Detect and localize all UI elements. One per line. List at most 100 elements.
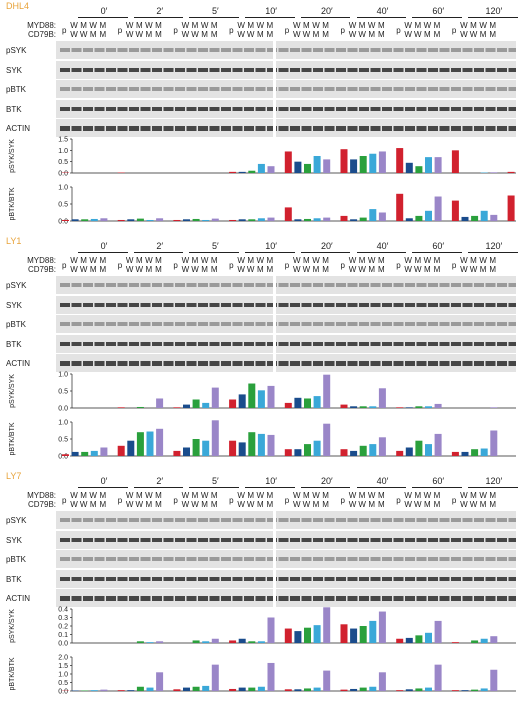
genotype-cd79b: W <box>302 500 311 509</box>
bar <box>350 628 358 643</box>
blot-band <box>163 341 174 346</box>
blot-band <box>347 557 358 561</box>
bar <box>192 399 200 408</box>
bar <box>211 420 219 456</box>
blot-band <box>347 322 358 326</box>
bar <box>117 445 125 456</box>
cd79b-label: CD79B: <box>27 500 56 509</box>
blot-band <box>301 361 312 366</box>
bar <box>257 641 265 643</box>
y-tick-label: 0.5 <box>58 680 68 687</box>
quantification-chart: pSYK/SYK 0.0 0.5 1.0 <box>0 370 520 414</box>
blot-band <box>405 283 415 287</box>
bar <box>257 433 265 456</box>
time-bracket <box>245 487 295 488</box>
blot-band <box>221 596 231 601</box>
blot-band <box>324 87 335 91</box>
blot-band <box>370 596 381 601</box>
genotype-myd88: M <box>99 491 107 500</box>
genotype-myd88: M <box>155 21 162 30</box>
bar <box>359 445 367 456</box>
blot-bands <box>60 126 516 131</box>
genotype-myd88: W <box>479 256 487 265</box>
bar <box>451 200 459 221</box>
genotype-myd88: M <box>210 491 218 500</box>
bar-chart-svg: pSYK/SYK 0.0 0.5 1.0 1.5 <box>9 137 516 178</box>
blot-band <box>370 557 381 561</box>
blot-band <box>508 283 516 287</box>
blot-band <box>336 576 346 581</box>
blot-band <box>336 361 346 366</box>
blot-label: ACTIN <box>6 594 30 603</box>
blot-band <box>221 341 231 346</box>
bar <box>284 402 292 408</box>
bar <box>71 451 79 456</box>
bar <box>238 442 246 456</box>
bar <box>211 638 219 643</box>
blot-band <box>198 126 208 131</box>
blot-band <box>451 48 461 52</box>
bar <box>323 159 331 173</box>
bar <box>173 450 181 456</box>
blot-band <box>508 87 516 91</box>
blot-band <box>485 557 496 561</box>
blot-band <box>278 361 289 366</box>
blot-band <box>163 87 174 91</box>
bar <box>323 374 331 408</box>
blot-band <box>83 341 93 346</box>
blot-band <box>347 596 358 601</box>
genotype-myd88: M <box>266 256 274 265</box>
blot-band <box>186 48 197 52</box>
blot-band <box>278 557 289 561</box>
blot-band <box>129 126 139 131</box>
blot-band <box>359 87 369 91</box>
bar <box>284 449 292 456</box>
genotype-cd79b: M <box>424 500 431 509</box>
blot-label: ACTIN <box>6 124 30 133</box>
blot-band <box>163 302 174 307</box>
blot-band <box>255 67 266 72</box>
blot-band <box>60 87 70 91</box>
genotype-cd79b: M <box>424 30 431 39</box>
blot-band <box>359 322 369 326</box>
genotype-cd79b: W <box>191 500 199 509</box>
bar <box>294 449 302 456</box>
bar <box>480 638 488 643</box>
blot-band <box>370 341 381 346</box>
blot-band <box>324 67 335 72</box>
blot-band <box>347 283 358 287</box>
blot-band <box>485 518 496 522</box>
blot-band <box>347 67 358 72</box>
y-tick-label: 1.0 <box>58 185 68 192</box>
y-tick-label: 1.0 <box>58 672 68 679</box>
genotype-cd79b: W <box>246 500 255 509</box>
genotype-myd88: M <box>470 491 477 500</box>
blot-band <box>370 302 381 307</box>
bar <box>192 218 200 221</box>
blot-band <box>94 302 105 307</box>
genotype-cd79b: M <box>266 265 274 274</box>
genotype-myd88: W <box>404 491 412 500</box>
blot-divider <box>273 41 276 139</box>
bar <box>425 210 432 221</box>
blot-band <box>405 322 415 326</box>
genotype-myd88: W <box>423 256 432 265</box>
blot-band <box>117 557 128 561</box>
blot-band <box>152 576 162 581</box>
blot-band <box>198 106 208 111</box>
genotype-cd79b: M <box>312 30 320 39</box>
blot-band <box>278 576 289 581</box>
blot-band <box>439 596 450 601</box>
blot-band <box>439 106 450 111</box>
blot-band <box>359 518 369 522</box>
blot-band <box>129 518 139 522</box>
bar <box>425 157 432 173</box>
blot-band <box>497 596 507 601</box>
genotype-cd79b: W <box>237 500 245 509</box>
blot-band <box>336 322 346 326</box>
blot-band <box>186 87 197 91</box>
genotype-cd79b: W <box>181 500 190 509</box>
time-label: 0′ <box>100 476 108 486</box>
blot-band <box>416 576 427 581</box>
bar <box>202 641 210 643</box>
